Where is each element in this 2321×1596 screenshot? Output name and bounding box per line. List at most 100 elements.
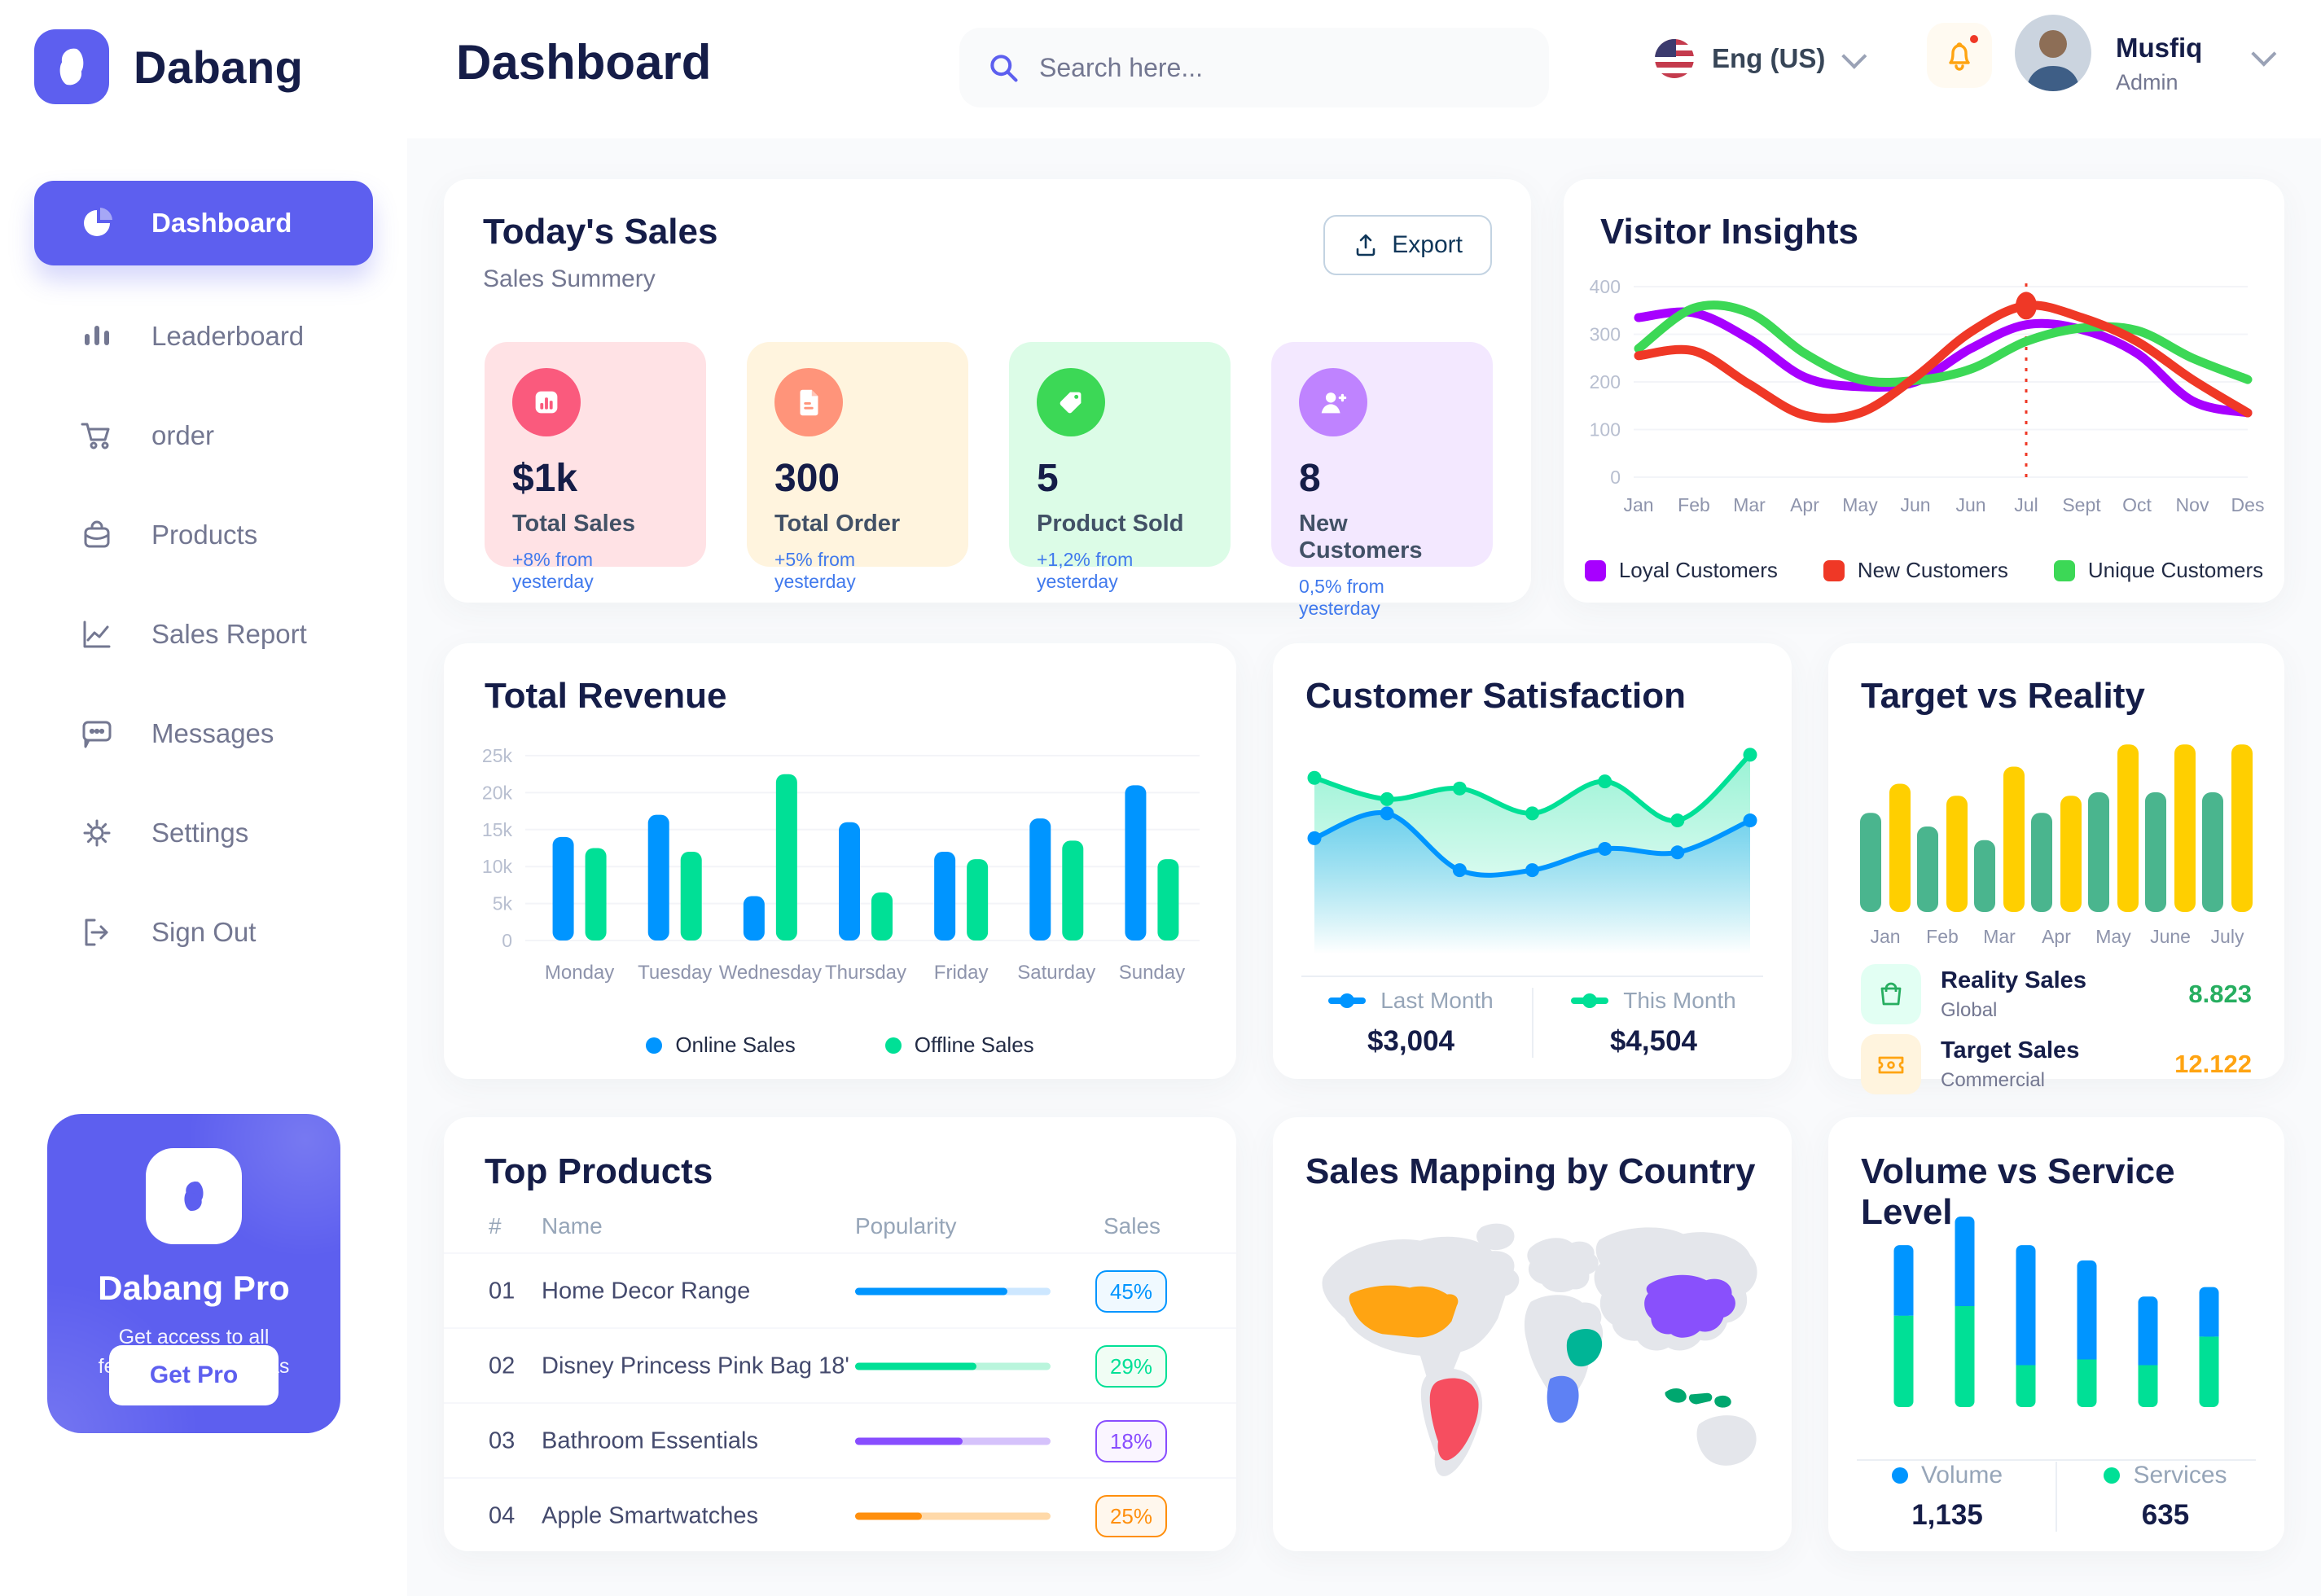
svg-text:10k: 10k [482,856,513,877]
total-revenue-title: Total Revenue [485,676,727,716]
sales-badge: 29% [1095,1345,1167,1388]
table-row-home-decor-range: 01 Home Decor Range 45% [444,1254,1236,1329]
svg-text:July: July [2211,926,2244,947]
map-country-congo [1547,1375,1579,1423]
svg-text:100: 100 [1590,419,1621,441]
product-num: 03 [489,1427,516,1454]
svg-text:Des: Des [2231,494,2265,515]
stat-value: $1k [512,457,578,500]
sidebar-item-label: Products [151,520,258,550]
bag-icon [78,516,116,554]
stat-delta: +5% from yesterday [774,549,856,592]
visitor-insights-legend: Loyal Customers New Customers Unique Custo… [1564,558,2284,583]
svg-text:20k: 20k [482,782,513,803]
sidebar-item-order[interactable]: order [0,386,407,485]
svg-text:Saturday: Saturday [1017,962,1095,984]
svg-text:0: 0 [502,930,512,951]
sidebar-item-sign-out[interactable]: Sign Out [0,883,407,982]
stat-label: Total Sales [512,511,635,537]
svg-text:Sunday: Sunday [1119,962,1185,984]
legend-swatch [1823,559,1845,581]
svg-text:May: May [1842,494,1878,515]
legend-label: Target Sales [1941,1037,2080,1063]
svg-text:0: 0 [1610,467,1621,488]
column-num: # [489,1213,502,1239]
user-menu[interactable]: Musfiq Admin [2116,33,2202,95]
stat-value: 5 [1037,457,1059,500]
svg-text:Jul: Jul [2014,494,2038,515]
bar-chart-icon [78,318,116,355]
message-icon [78,715,116,752]
avatar[interactable] [2015,15,2091,91]
legend-dot [646,1037,663,1054]
todays-sales-card: Today's Sales Sales Summery Export $1k To… [444,179,1531,619]
us-flag-icon [1655,39,1694,78]
legend-line-dot [1571,993,1609,1008]
sidebar-item-products[interactable]: Products [0,485,407,585]
svg-text:Oct: Oct [2122,494,2152,515]
export-button[interactable]: Export [1323,215,1492,275]
sales-badge: 45% [1095,1270,1167,1313]
search-input[interactable] [1039,52,1521,83]
customer-satisfaction-card: Customer Satisfaction Last Month $3,004 Th… [1273,643,1792,1079]
product-name: Apple Smartwatches [542,1502,758,1529]
notifications-button[interactable] [1927,23,1992,88]
column-popularity: Popularity [855,1213,957,1239]
legend-divider [2056,1462,2057,1532]
svg-text:Mar: Mar [1983,926,2016,947]
svg-text:Mar: Mar [1733,494,1766,515]
sidebar-item-sales-report[interactable]: Sales Report [0,585,407,684]
user-chevron-down-icon[interactable] [2251,41,2277,67]
map-country-china [1644,1274,1735,1338]
legend-label: Loyal Customers [1618,558,1778,582]
sidebar-menu: Dashboard Leaderboard order Products Sales R… [0,181,407,982]
top-products-title: Top Products [485,1151,713,1191]
sidebar-item-label: Messages [151,718,274,748]
legend-item-online-sales: Online Sales [646,1033,796,1058]
stat-delta: +1,2% from yesterday [1037,549,1134,592]
sidebar-item-settings[interactable]: Settings [0,783,407,883]
row-divider [444,1252,1236,1254]
sidebar-item-dashboard[interactable]: Dashboard [34,181,373,265]
brand-name: Dabang [134,41,304,93]
svg-text:Friday: Friday [934,962,989,984]
table-row-disney-princess-pink-bag-18: 02 Disney Princess Pink Bag 18' 29% [444,1329,1236,1404]
legend-item-last-month: Last Month $3,004 [1314,988,1509,1058]
legend-dot [2104,1467,2121,1484]
gear-icon [78,814,116,852]
export-label: Export [1392,231,1463,258]
bell-icon [1949,42,1970,71]
sidebar-item-label: Sales Report [151,619,307,649]
svg-text:15k: 15k [482,819,513,840]
legend-item-offline-sales: Offline Sales [884,1033,1034,1058]
popularity-bar [855,1362,1051,1370]
sidebar-item-messages[interactable]: Messages [0,684,407,783]
svg-text:Jan: Jan [1623,494,1653,515]
legend-item-unique-customers: Unique Customers [2053,558,2264,583]
sign-out-icon [78,914,116,951]
language-selector[interactable]: Eng (US) [1655,39,1867,78]
legend-label: New Customers [1857,558,2008,582]
legend-label: Unique Customers [2087,558,2264,582]
legend-item-new-customers: New Customers [1823,558,2008,583]
legend-swatch [1584,559,1606,581]
legend-label: Services [2133,1462,2227,1489]
get-pro-button[interactable]: Get Pro [109,1345,279,1405]
popularity-bar [855,1512,1051,1520]
pro-logo-icon [146,1148,242,1244]
svg-text:Sept: Sept [2062,494,2101,515]
svg-text:Nov: Nov [2176,494,2209,515]
legend-label: Offline Sales [914,1033,1034,1057]
svg-text:Jun: Jun [1955,494,1985,515]
sidebar-item-leaderboard[interactable]: Leaderboard [0,287,407,386]
stat-value: 8 [1299,457,1321,500]
legend-item-loyal-customers: Loyal Customers [1584,558,1778,583]
product-name: Disney Princess Pink Bag 18' [542,1353,849,1379]
pro-upsell-card: Dabang Pro Get access to all features on… [47,1114,340,1433]
sidebar-item-label: Leaderboard [151,321,305,351]
legend-label: Last Month [1380,988,1494,1013]
svg-text:300: 300 [1590,324,1621,345]
legend-dot [884,1037,902,1054]
brand[interactable]: Dabang [34,29,303,104]
volume-vs-service-title: Volume vs Service Level [1861,1151,2175,1232]
